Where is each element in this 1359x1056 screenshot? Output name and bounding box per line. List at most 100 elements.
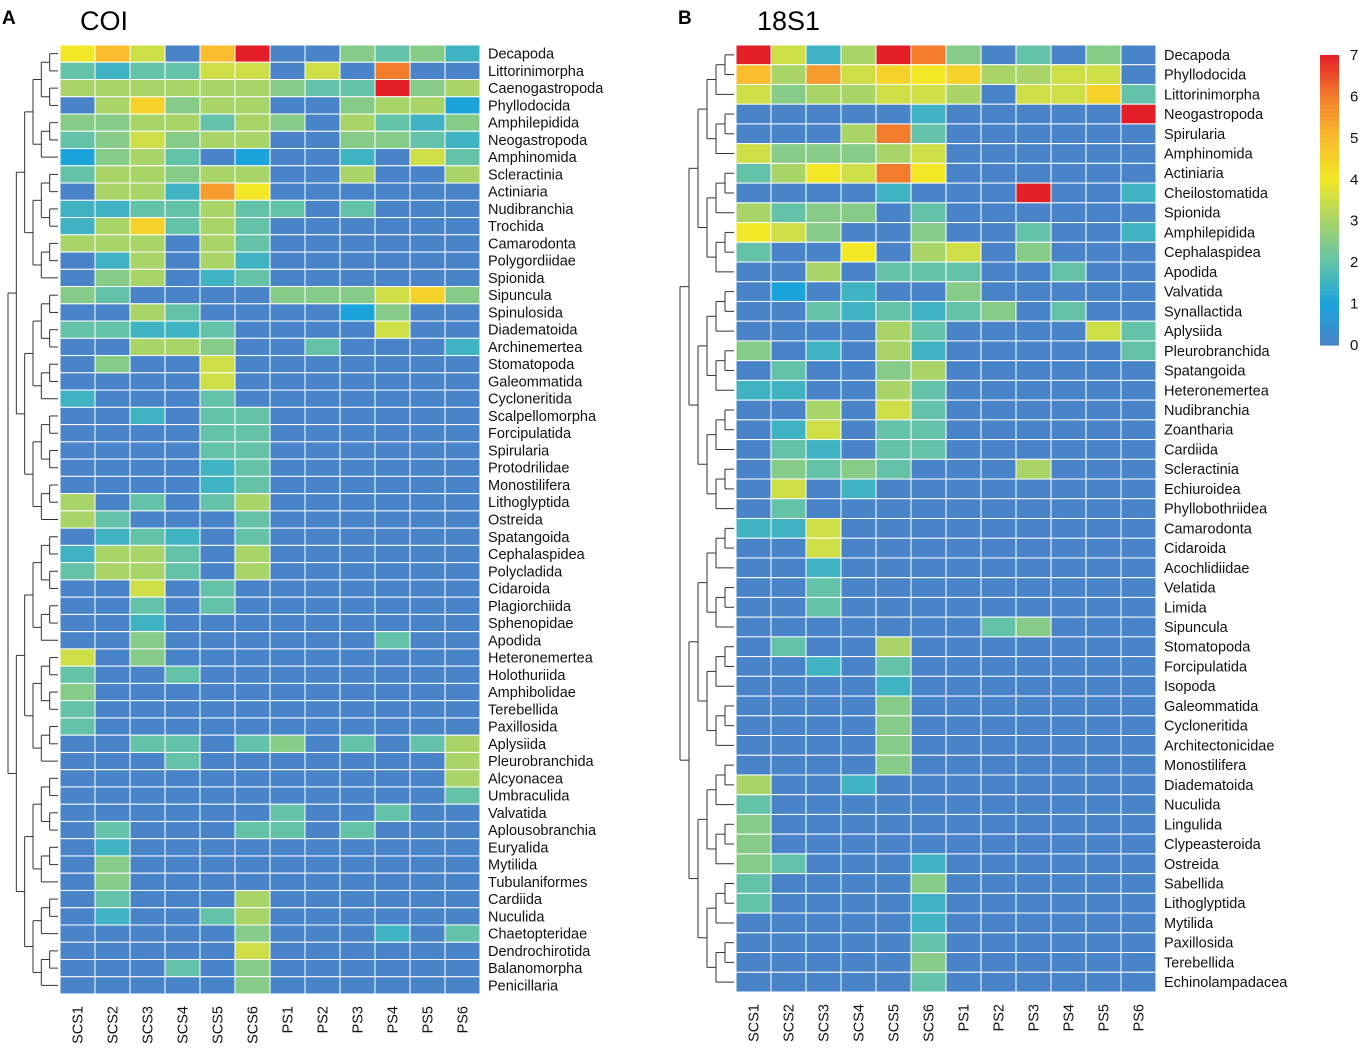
heatmap-cell <box>910 123 947 145</box>
heatmap-cell <box>199 803 236 822</box>
colorbar-segment <box>1320 133 1339 139</box>
heatmap-cell <box>875 44 912 66</box>
heatmap-cell <box>339 648 376 667</box>
heatmap-cell <box>59 596 96 615</box>
heatmap-cell <box>735 340 772 362</box>
heatmap-cell <box>164 355 201 374</box>
heatmap-cell <box>910 300 947 322</box>
heatmap-cell <box>374 406 411 426</box>
heatmap-cell <box>945 774 982 796</box>
heatmap-cell <box>770 182 807 204</box>
colorbar-segment <box>1320 137 1339 143</box>
heatmap-cell <box>840 675 877 697</box>
heatmap-cell <box>945 162 982 184</box>
row-label: Neogastropoda <box>1164 107 1264 123</box>
row-label: Isopoda <box>1164 679 1217 695</box>
heatmap-cell <box>94 700 131 719</box>
heatmap-cell <box>129 924 166 943</box>
heatmap-cell <box>304 700 341 719</box>
heatmap-cell <box>129 475 166 495</box>
column-label: PS4 <box>1062 1004 1078 1031</box>
row-label: Amphinomida <box>488 150 578 166</box>
heatmap-cell <box>234 665 271 684</box>
heatmap-cell <box>304 924 341 943</box>
heatmap-cell <box>840 616 877 638</box>
heatmap-cell <box>1120 320 1157 342</box>
heatmap-cell <box>199 217 236 236</box>
heatmap-cell <box>339 682 376 702</box>
heatmap-cell <box>1085 143 1122 164</box>
heatmap-cell <box>1015 557 1052 579</box>
heatmap-cell <box>444 976 481 995</box>
row-label: Polycladida <box>488 564 563 580</box>
heatmap-cell <box>444 372 481 391</box>
heatmap-cell <box>735 695 772 717</box>
heatmap-cell <box>409 286 446 305</box>
heatmap-cell <box>1050 932 1087 954</box>
heatmap-cell <box>234 458 271 477</box>
colorbar-tick-label: 0 <box>1350 337 1358 354</box>
heatmap-cell <box>59 786 96 805</box>
heatmap-cell <box>980 281 1017 302</box>
heatmap-cell <box>980 596 1017 618</box>
heatmap-cell <box>1120 873 1157 894</box>
heatmap-cell <box>304 544 341 564</box>
heatmap-cell <box>1120 399 1157 421</box>
heatmap-cell <box>94 268 131 288</box>
heatmap-cell <box>805 123 842 145</box>
row-label: Actiniaria <box>1164 166 1225 182</box>
heatmap-cell <box>1085 932 1122 954</box>
heatmap-cell <box>339 717 376 736</box>
heatmap-cell <box>129 700 166 719</box>
heatmap-cell <box>735 458 772 480</box>
heatmap-cell <box>234 493 271 512</box>
heatmap-cell <box>339 182 376 201</box>
heatmap-cell <box>59 234 96 253</box>
colorbar-segment <box>1320 274 1339 280</box>
heatmap-cell <box>945 518 982 539</box>
colorbar-segment <box>1320 59 1339 64</box>
heatmap-cell <box>374 424 411 443</box>
heatmap-cell <box>94 286 131 305</box>
row-label: Phyllobothriidea <box>1164 502 1268 518</box>
colorbar-segment <box>1320 75 1339 81</box>
heatmap-cell <box>1015 577 1052 598</box>
heatmap-cell <box>444 562 481 581</box>
heatmap-cell <box>840 241 877 263</box>
heatmap-cell <box>770 774 807 796</box>
heatmap-cell <box>1015 320 1052 342</box>
heatmap-cell <box>945 833 982 855</box>
heatmap-cell <box>94 769 131 788</box>
heatmap-cell <box>234 751 271 771</box>
heatmap-cell <box>444 268 481 288</box>
column-label: SCS6 <box>922 1004 938 1042</box>
heatmap-cell <box>805 399 842 421</box>
row-label: Nudibranchia <box>1164 403 1250 419</box>
heatmap-cell <box>304 717 341 736</box>
heatmap-cell <box>805 952 842 973</box>
heatmap-cell <box>409 337 446 357</box>
heatmap-cell <box>770 498 807 519</box>
heatmap-cell <box>444 113 481 132</box>
heatmap-cell <box>875 162 912 184</box>
row-label: Penicillaria <box>488 978 559 994</box>
heatmap-cell <box>199 389 236 408</box>
colorbar-segment <box>1320 179 1339 185</box>
heatmap-cell <box>199 79 236 98</box>
heatmap-cell <box>980 498 1017 519</box>
heatmap-cell <box>1120 300 1157 322</box>
heatmap-cell <box>234 286 271 305</box>
heatmap-cell <box>304 130 341 150</box>
heatmap-cell <box>875 695 912 717</box>
colorbar-segment <box>1320 121 1339 127</box>
heatmap-cell <box>234 838 271 857</box>
heatmap-cell <box>875 123 912 145</box>
colorbar-tick-label: 6 <box>1350 88 1358 105</box>
heatmap-cell <box>840 261 877 283</box>
heatmap-cell <box>94 165 131 184</box>
heatmap-cell <box>735 735 772 756</box>
heatmap-cell <box>129 682 166 702</box>
row-label: Mytilida <box>488 858 538 874</box>
heatmap-cell <box>129 544 166 564</box>
heatmap-cell <box>199 786 236 805</box>
